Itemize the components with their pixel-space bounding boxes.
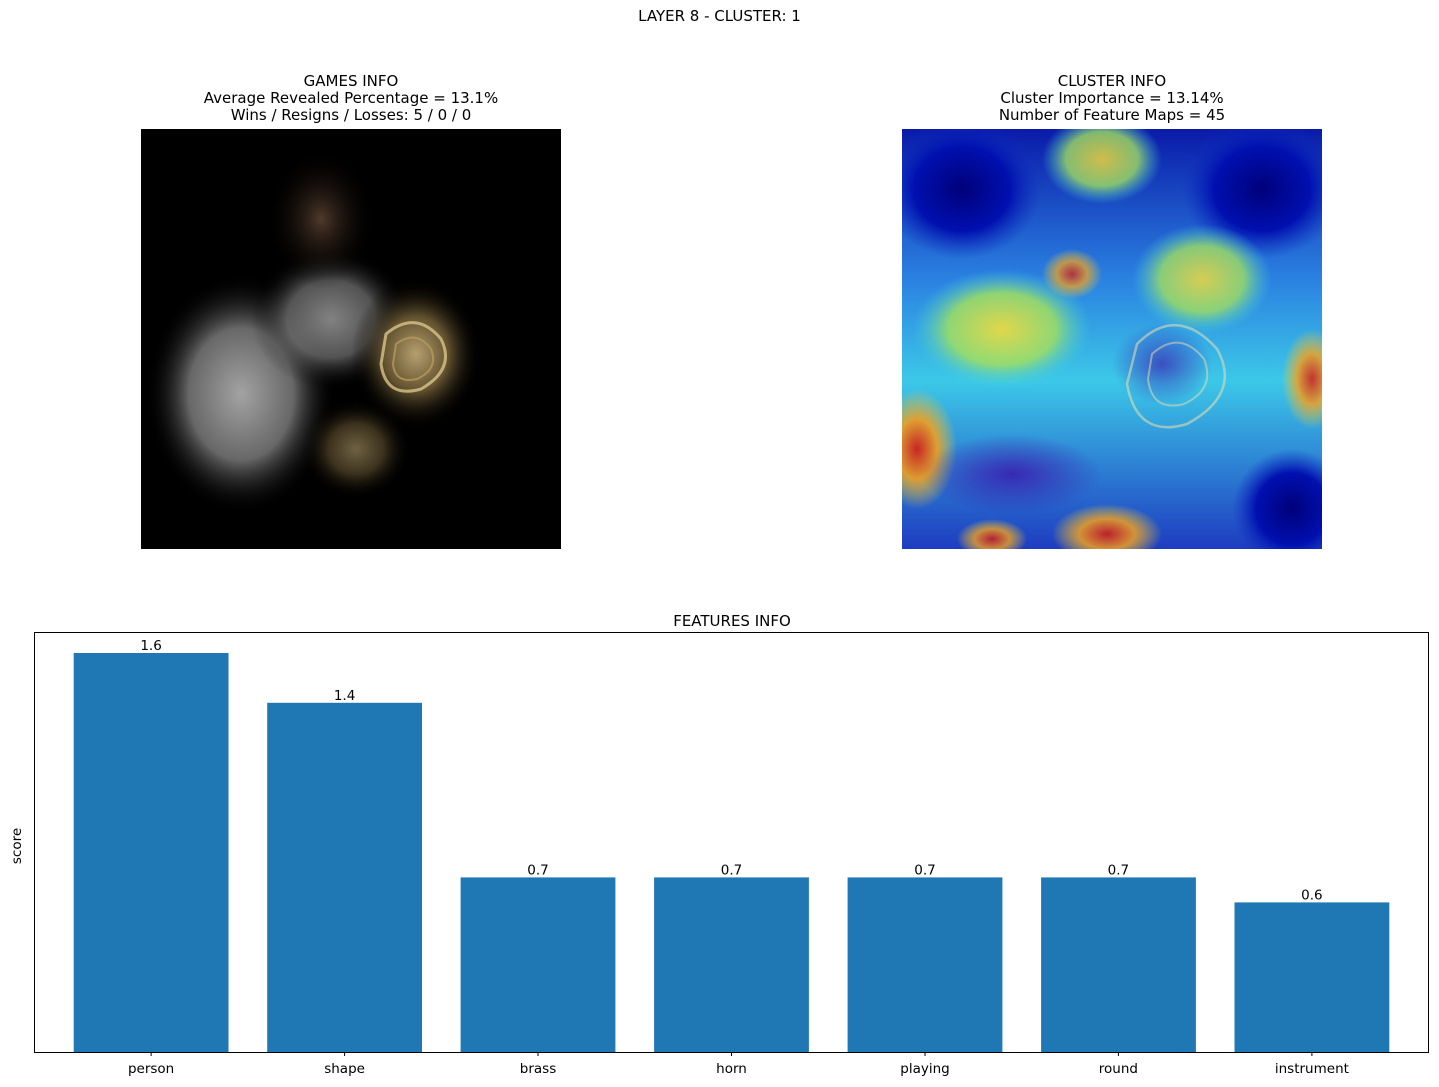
- cluster-info-title-block: CLUSTER INFO Cluster Importance = 13.14%…: [852, 73, 1372, 124]
- bar-horn: [654, 877, 809, 1052]
- cluster-heatmap-drawing: [902, 129, 1322, 549]
- x-tick-label-round: round: [1099, 1061, 1138, 1077]
- x-tick-label-playing: playing: [900, 1061, 949, 1077]
- bar-value-label-shape: 1.4: [334, 688, 355, 704]
- bar-value-label-round: 0.7: [1108, 862, 1129, 878]
- average-revealed-percentage: Average Revealed Percentage = 13.1%: [203, 89, 499, 107]
- x-tick-label-brass: brass: [520, 1061, 556, 1077]
- bar-round: [1041, 877, 1196, 1052]
- bar-value-label-horn: 0.7: [721, 862, 742, 878]
- bar-value-label-playing: 0.7: [914, 862, 935, 878]
- games-info-title: GAMES INFO: [303, 72, 399, 90]
- x-tick-label-instrument: instrument: [1275, 1061, 1349, 1077]
- bar-playing: [847, 877, 1003, 1052]
- x-tick-label-person: person: [128, 1061, 174, 1077]
- bar-value-label-person: 1.6: [140, 638, 161, 654]
- cluster-importance: Cluster Importance = 13.14%: [1000, 89, 1224, 107]
- cluster-heatmap-image: [902, 129, 1322, 549]
- revealed-image-drawing: [141, 129, 561, 549]
- chart-title: FEATURES INFO: [673, 612, 791, 630]
- y-axis-label: score: [9, 828, 25, 864]
- figure-suptitle: LAYER 8 - CLUSTER: 1: [638, 7, 801, 25]
- bar-brass: [460, 877, 616, 1052]
- bar-value-label-brass: 0.7: [527, 862, 548, 878]
- games-info-title-block: GAMES INFO Average Revealed Percentage =…: [91, 73, 611, 124]
- bar-shape: [267, 702, 422, 1052]
- bar-person: [73, 653, 229, 1052]
- revealed-image: [141, 129, 561, 549]
- features-bar-chart: FEATURES INFO score 1.6 1.4 0.7 0.7 0.7 0.7 0.…: [9, 612, 1429, 1077]
- bars-layer: 1.6 1.4 0.7 0.7 0.7 0.7 0.6: [73, 638, 1390, 1052]
- cluster-info-title: CLUSTER INFO: [1057, 72, 1167, 90]
- x-tick-label-horn: horn: [716, 1061, 747, 1077]
- bar-instrument: [1234, 902, 1390, 1052]
- x-tick-label-shape: shape: [324, 1061, 365, 1077]
- bar-value-label-instrument: 0.6: [1301, 887, 1322, 903]
- number-of-feature-maps: Number of Feature Maps = 45: [998, 106, 1226, 124]
- x-ticks-layer: person shape brass horn playing round instrume…: [128, 1052, 1349, 1077]
- wins-resigns-losses: Wins / Resigns / Losses: 5 / 0 / 0: [230, 106, 472, 124]
